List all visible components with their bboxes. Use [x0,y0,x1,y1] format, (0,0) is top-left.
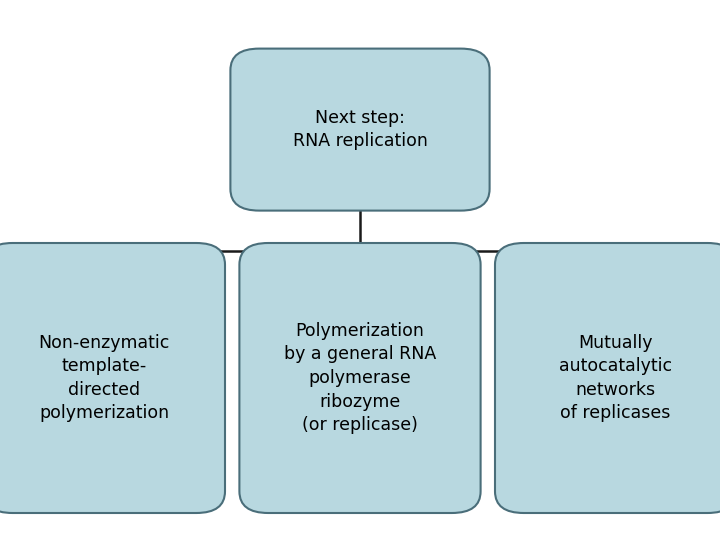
FancyBboxPatch shape [495,243,720,513]
Text: Non-enzymatic
template-
directed
polymerization: Non-enzymatic template- directed polymer… [39,334,170,422]
FancyBboxPatch shape [230,49,490,211]
Text: Next step:
RNA replication: Next step: RNA replication [292,109,428,151]
Text: Polymerization
by a general RNA
polymerase
ribozyme
(or replicase): Polymerization by a general RNA polymera… [284,322,436,434]
FancyBboxPatch shape [0,243,225,513]
Text: Mutually
autocatalytic
networks
of replicases: Mutually autocatalytic networks of repli… [559,334,672,422]
FancyBboxPatch shape [239,243,481,513]
